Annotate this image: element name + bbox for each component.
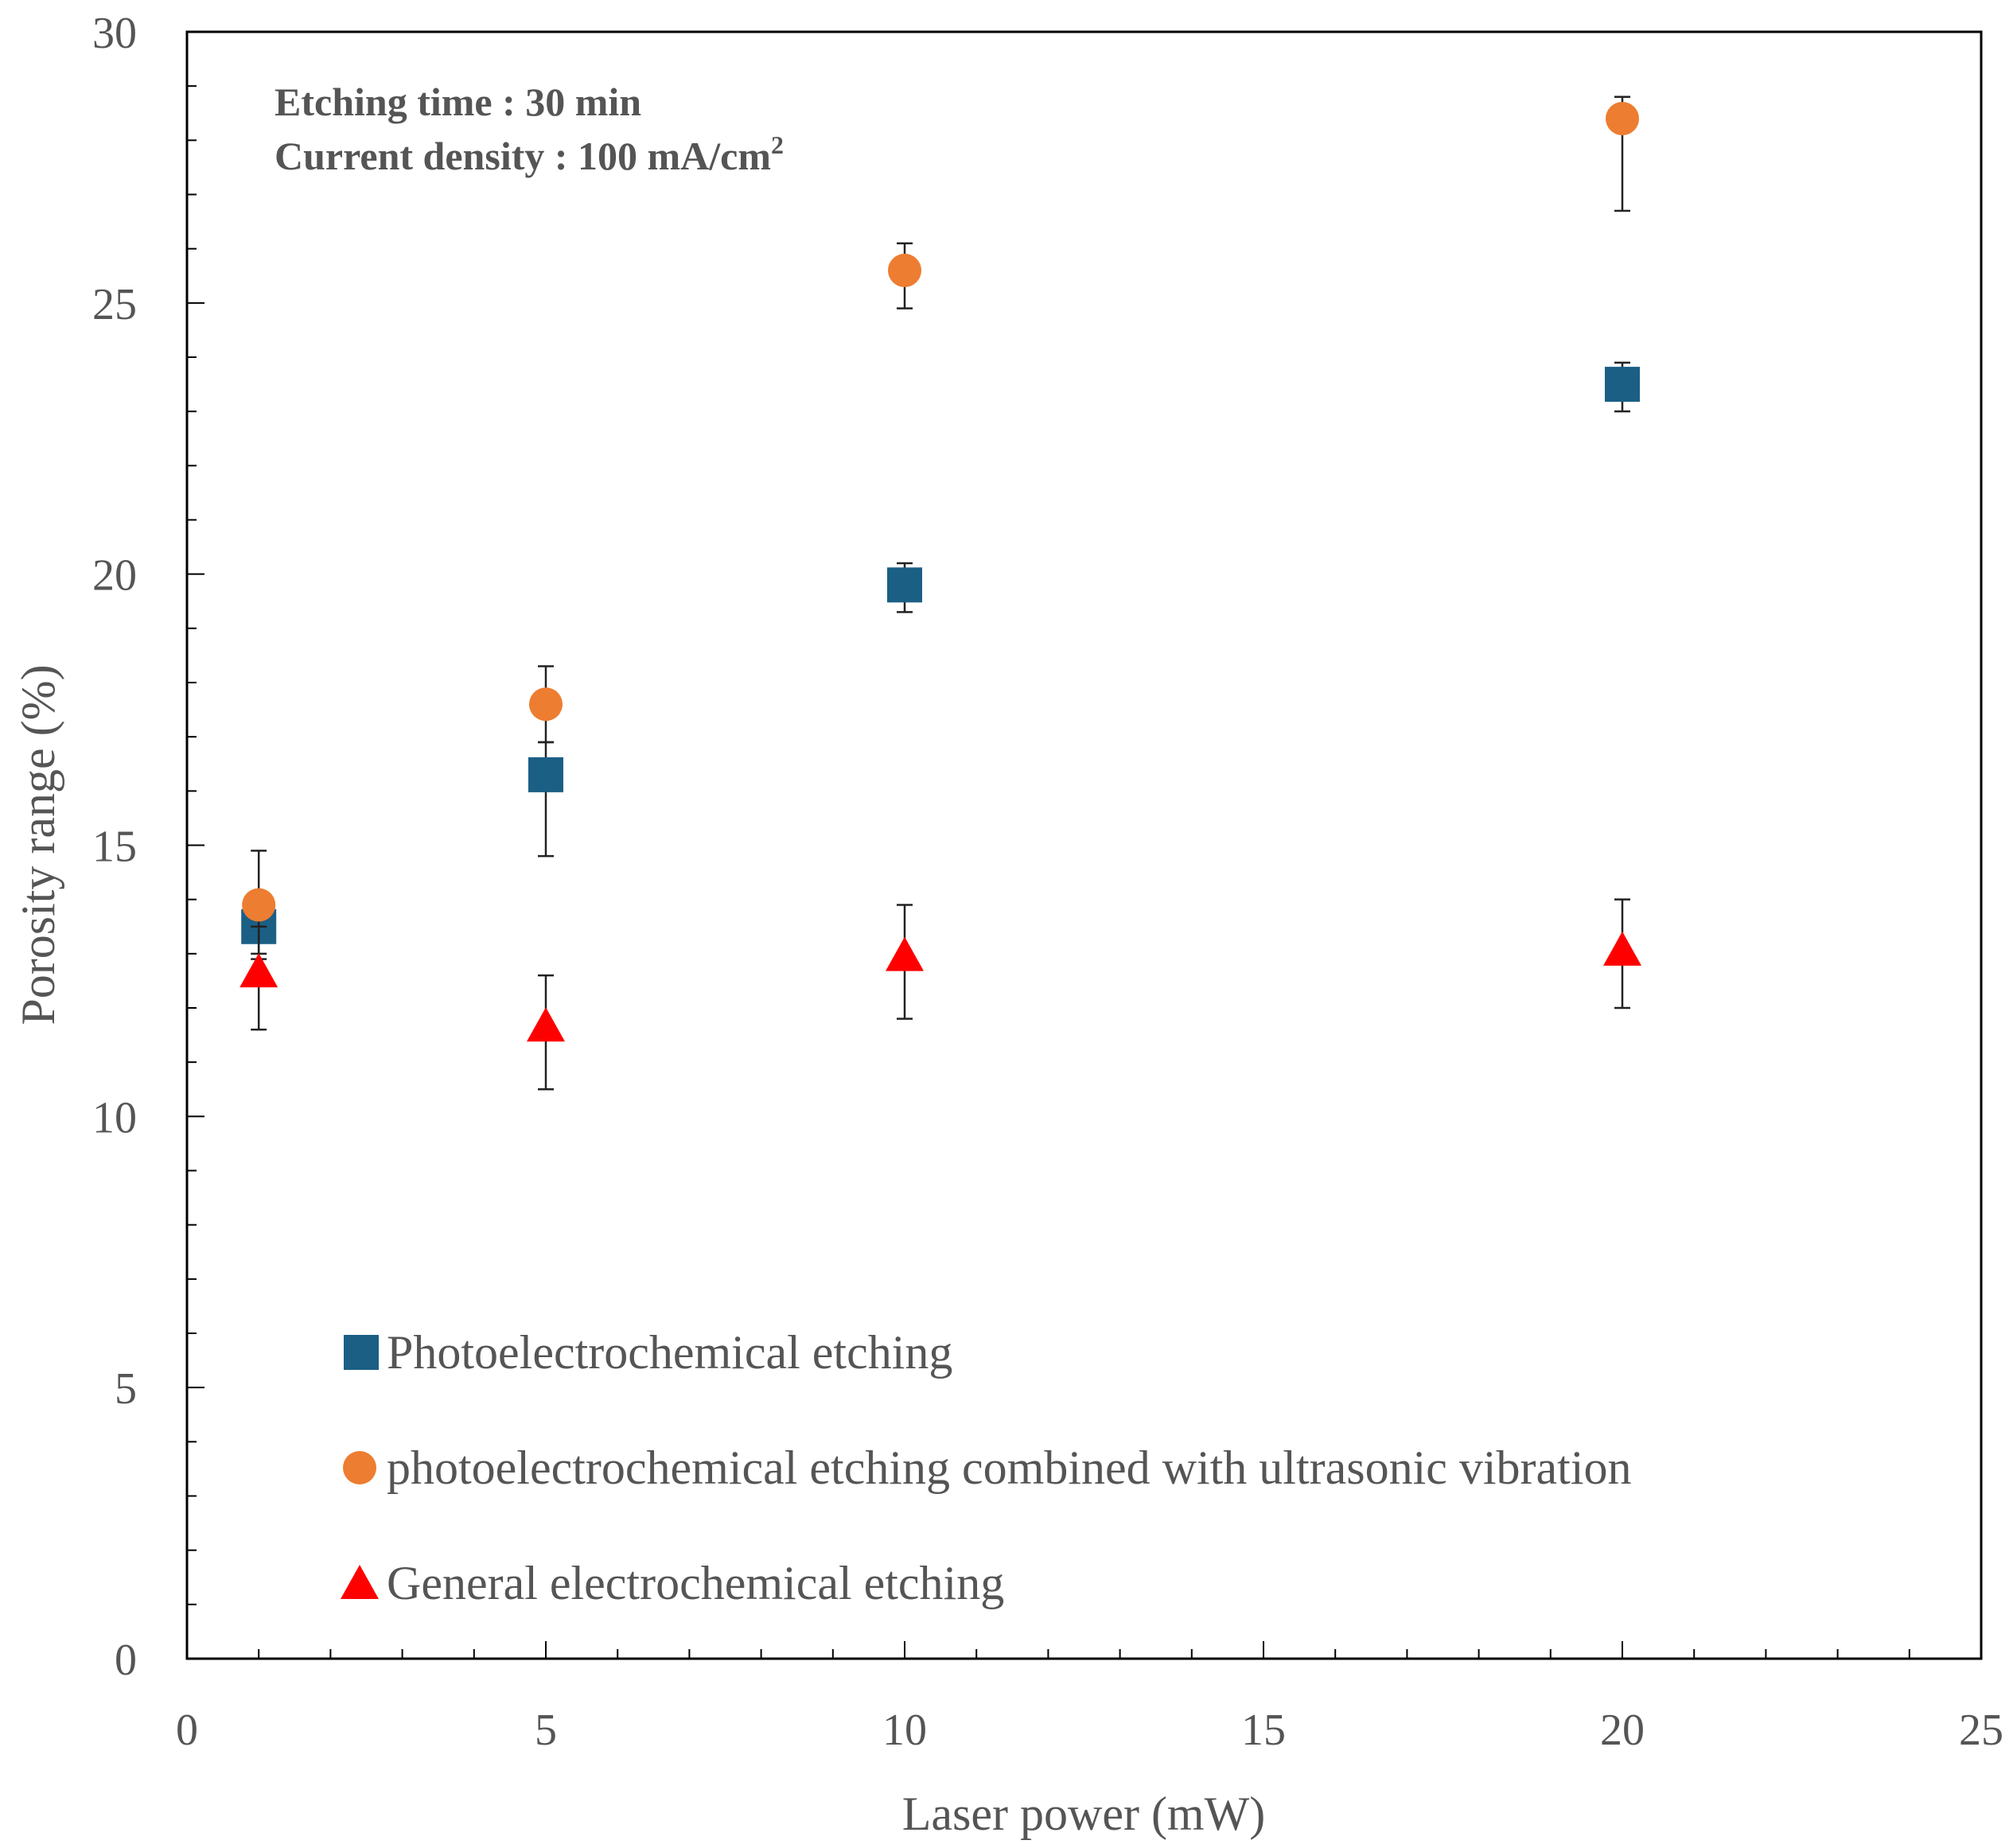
- data-point-circle: [529, 687, 563, 722]
- y-tick-label: 20: [92, 551, 137, 601]
- data-point-square: [528, 757, 563, 792]
- y-tick-label: 5: [115, 1364, 137, 1414]
- legend-marker-circle: [343, 1451, 376, 1484]
- x-axis-ticks: 0 5 10 15 20 25: [176, 1641, 2003, 1755]
- legend-label-general: General electrochemical etching: [387, 1557, 1004, 1609]
- x-tick-label: 10: [882, 1706, 927, 1755]
- annotation-etching-time: Etching time : 30 min: [274, 80, 641, 124]
- legend-label-photoelectrochemical: Photoelectrochemical etching: [387, 1326, 952, 1379]
- y-axis-title: Porosity range (%): [12, 664, 64, 1025]
- data-point-triangle: [886, 936, 924, 971]
- legend-marker-square: [344, 1335, 379, 1370]
- legend: Photoelectrochemical etching photoelectr…: [341, 1326, 1632, 1609]
- data-point-triangle: [527, 1007, 565, 1042]
- y-tick-label: 25: [92, 280, 137, 329]
- data-point-square: [887, 567, 922, 603]
- legend-marker-triangle: [341, 1565, 379, 1599]
- x-tick-label: 0: [176, 1706, 198, 1755]
- y-tick-label: 15: [92, 823, 137, 872]
- annotation-current-density: Current density : 100 mA/cm2: [274, 130, 784, 178]
- y-tick-label: 0: [115, 1636, 137, 1685]
- data-point-circle: [1606, 102, 1639, 136]
- data-point-circle: [888, 253, 921, 287]
- series-square: [241, 361, 1640, 960]
- series-circle: [242, 95, 1639, 955]
- x-tick-label: 25: [1959, 1706, 2003, 1755]
- y-tick-label: 30: [92, 9, 137, 58]
- series-layer: [239, 95, 1641, 1091]
- x-tick-label: 5: [535, 1706, 557, 1755]
- y-tick-label: 10: [92, 1093, 137, 1142]
- x-tick-label: 20: [1600, 1706, 1645, 1755]
- legend-label-ultrasonic: photoelectrochemical etching combined wi…: [387, 1441, 1632, 1494]
- plot-frame: [185, 30, 1983, 1660]
- data-point-triangle: [239, 953, 278, 988]
- x-tick-label: 15: [1241, 1706, 1286, 1755]
- data-point-triangle: [1603, 931, 1641, 966]
- data-point-square: [1605, 367, 1640, 403]
- annotation-superscript: 2: [771, 130, 784, 159]
- y-axis-ticks: 0 5 10 15 20 25 30: [92, 9, 204, 1685]
- x-axis-title: Laser power (mW): [902, 1788, 1265, 1840]
- data-point-circle: [242, 888, 276, 922]
- series-triangle: [239, 898, 1641, 1091]
